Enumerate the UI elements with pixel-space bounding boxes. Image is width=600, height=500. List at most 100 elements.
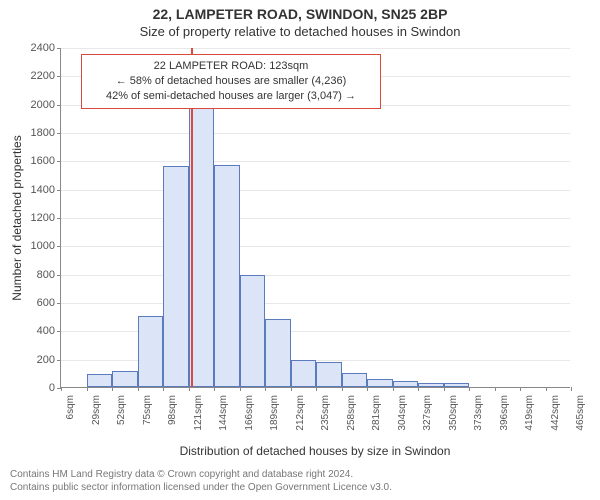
x-tick-label: 258sqm [346,395,357,431]
x-tick [163,387,164,391]
gridline [61,133,570,134]
histogram-bar [393,381,419,387]
x-tick [214,387,215,391]
x-tick [495,387,496,391]
y-tick-label: 0 [49,382,55,394]
gridline [61,48,570,49]
y-tick-label: 800 [37,269,55,281]
y-tick [57,48,61,49]
y-axis-label: Number of detached properties [10,48,24,388]
gridline [61,190,570,191]
y-tick-label: 200 [37,354,55,366]
x-tick-label: 304sqm [397,395,408,431]
x-tick-label: 419sqm [524,395,535,431]
x-tick-label: 235sqm [320,395,331,431]
attribution-line-1: Contains HM Land Registry data © Crown c… [10,469,590,482]
x-tick-label: 327sqm [422,395,433,431]
y-tick-label: 1200 [31,212,55,224]
y-tick-label: 2000 [31,99,55,111]
histogram-bar [87,374,113,387]
y-tick [57,275,61,276]
histogram-bar [240,275,266,387]
histogram-bar [265,319,291,387]
page-title-address: 22, LAMPETER ROAD, SWINDON, SN25 2BP [0,6,600,22]
x-tick [393,387,394,391]
histogram-bar [367,379,393,388]
histogram-bar [214,165,240,387]
y-tick [57,133,61,134]
y-tick [57,303,61,304]
x-tick-label: 29sqm [91,395,102,425]
y-tick-label: 600 [37,297,55,309]
histogram-bar [418,383,444,387]
histogram-plot-area: 0200400600800100012001400160018002000220… [60,48,570,388]
y-tick-label: 1600 [31,155,55,167]
y-tick [57,161,61,162]
x-tick-label: 6sqm [65,395,76,419]
y-tick [57,218,61,219]
x-tick [240,387,241,391]
x-tick-label: 396sqm [499,395,510,431]
y-tick [57,105,61,106]
x-tick [138,387,139,391]
histogram-bar [316,362,342,388]
y-tick [57,360,61,361]
x-tick [265,387,266,391]
histogram-bar [444,383,470,387]
property-info-box: 22 LAMPETER ROAD: 123sqm ← 58% of detach… [81,54,381,109]
histogram-bar [138,316,164,387]
x-tick [444,387,445,391]
page-title-sub: Size of property relative to detached ho… [0,24,600,39]
histogram-bar [291,360,317,387]
y-tick-label: 2200 [31,70,55,82]
y-tick [57,331,61,332]
y-tick [57,246,61,247]
histogram-bar [112,371,138,387]
x-tick [189,387,190,391]
info-line-size: 22 LAMPETER ROAD: 123sqm [90,59,372,74]
y-tick-label: 400 [37,325,55,337]
x-tick [87,387,88,391]
x-tick [291,387,292,391]
gridline [61,161,570,162]
x-tick [520,387,521,391]
x-tick [571,387,572,391]
x-tick [316,387,317,391]
x-tick-label: 212sqm [295,395,306,431]
x-tick-label: 189sqm [269,395,280,431]
gridline [61,303,570,304]
histogram-bar [342,373,368,387]
y-tick-label: 1000 [31,240,55,252]
y-tick-label: 2400 [31,42,55,54]
x-tick [367,387,368,391]
x-tick [418,387,419,391]
histogram-bar [163,166,189,387]
gridline [61,275,570,276]
x-tick [342,387,343,391]
x-tick-label: 75sqm [142,395,153,425]
x-tick-label: 442sqm [550,395,561,431]
x-tick-label: 465sqm [575,395,586,431]
x-tick-label: 166sqm [244,395,255,431]
x-axis-label: Distribution of detached houses by size … [60,444,570,458]
x-tick-label: 281sqm [371,395,382,431]
x-tick [469,387,470,391]
x-tick-label: 350sqm [448,395,459,431]
x-tick [112,387,113,391]
gridline [61,246,570,247]
y-tick [57,76,61,77]
x-tick-label: 98sqm [167,395,178,425]
gridline [61,218,570,219]
x-tick-label: 52sqm [116,395,127,425]
x-tick [546,387,547,391]
x-tick-label: 144sqm [218,395,229,431]
y-tick-label: 1400 [31,184,55,196]
info-line-smaller: ← 58% of detached houses are smaller (4,… [90,74,372,89]
x-tick-label: 121sqm [193,395,204,431]
y-tick [57,190,61,191]
info-line-larger: 42% of semi-detached houses are larger (… [90,89,372,104]
y-tick-label: 1800 [31,127,55,139]
attribution-text: Contains HM Land Registry data © Crown c… [10,469,590,494]
attribution-line-2: Contains public sector information licen… [10,482,590,495]
x-tick [61,387,62,391]
